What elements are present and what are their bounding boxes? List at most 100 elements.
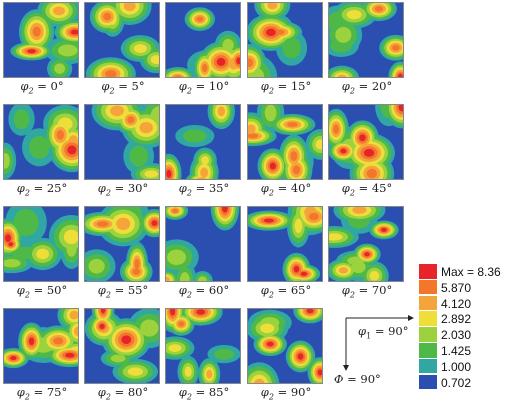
legend-value: Max = 8.36 xyxy=(441,265,501,279)
odf-map-frame xyxy=(84,206,160,282)
odf-panel: φ2 = 80° xyxy=(83,306,163,404)
odf-panel: φ2 = 45° xyxy=(327,102,407,200)
phi2-label: φ2 = 15° xyxy=(260,79,312,96)
odf-contour-map xyxy=(329,105,403,179)
odf-map-frame xyxy=(165,308,241,384)
legend-level: 5.870 xyxy=(419,279,518,296)
legend-value: 0.702 xyxy=(441,375,472,390)
odf-panel: φ2 = 40° xyxy=(246,102,326,200)
phi2-label: φ2 = 80° xyxy=(97,385,149,402)
legend-level: 4.120 xyxy=(419,295,518,312)
legend-value: 4.120 xyxy=(441,296,472,311)
legend-swatch xyxy=(419,343,437,358)
odf-panel: φ2 = 90° xyxy=(246,306,326,404)
odf-panel: φ2 = 65° xyxy=(246,204,326,302)
odf-map-frame xyxy=(84,104,160,180)
odf-panel: φ2 = 10° xyxy=(164,0,244,98)
odf-map-frame xyxy=(84,308,160,384)
odf-map-frame xyxy=(165,2,241,78)
odf-contour-map xyxy=(166,105,240,179)
legend-level: 2.892 xyxy=(419,311,518,327)
odf-map-frame xyxy=(165,104,241,180)
legend-value: 2.892 xyxy=(441,312,472,327)
legend-swatch xyxy=(419,311,437,326)
odf-map-frame xyxy=(328,104,404,180)
legend-value: 2.030 xyxy=(441,328,472,343)
phi2-label: φ2 = 75° xyxy=(16,385,68,402)
phi2-label: φ2 = 90° xyxy=(260,385,312,402)
odf-map-frame xyxy=(328,2,404,78)
phi1-arrow-head xyxy=(408,315,414,321)
euler-axes-key: φ1 = 90° Φ = 90° xyxy=(332,310,422,400)
phi2-label: φ2 = 40° xyxy=(260,181,312,198)
axes-arrows xyxy=(343,315,414,371)
phi2-label: φ2 = 5° xyxy=(101,79,145,96)
odf-contour-map xyxy=(4,309,78,383)
legend-swatch xyxy=(419,374,437,390)
odf-map-frame xyxy=(3,104,79,180)
odf-panel: φ2 = 35° xyxy=(164,102,244,200)
phi2-label: φ2 = 25° xyxy=(16,181,68,198)
odf-contour-map xyxy=(248,309,322,383)
legend-level: 1.000 xyxy=(419,358,518,375)
phi2-label: φ2 = 70° xyxy=(341,283,393,300)
odf-map-frame xyxy=(3,206,79,282)
odf-map-frame xyxy=(165,206,241,282)
odf-contour-map xyxy=(329,3,403,77)
legend-level: 1.425 xyxy=(419,343,518,359)
legend-value: 1.425 xyxy=(441,344,472,358)
legend-swatch xyxy=(419,327,437,342)
phi2-label: φ2 = 10° xyxy=(178,79,230,96)
intensity-legend: Max = 8.36 5.870 4.120 2.892 2.030 1.425 1.000… xyxy=(419,264,518,394)
phi2-label: φ2 = 85° xyxy=(178,385,230,402)
odf-panel: φ2 = 70° xyxy=(327,204,407,302)
odf-map-frame xyxy=(84,2,160,78)
odf-contour-map xyxy=(4,207,78,281)
legend-value: 1.000 xyxy=(441,359,472,374)
odf-map-frame xyxy=(247,104,323,180)
odf-map-frame xyxy=(247,2,323,78)
odf-contour-map xyxy=(248,105,322,179)
legend-swatch xyxy=(419,295,437,311)
phi2-label: φ2 = 55° xyxy=(97,283,149,300)
odf-contour-map xyxy=(166,309,240,383)
odf-map-frame xyxy=(328,206,404,282)
phi2-label: φ2 = 50° xyxy=(16,283,68,300)
legend-swatch xyxy=(419,279,437,295)
odf-contour-map xyxy=(85,207,159,281)
odf-panel: φ2 = 5° xyxy=(83,0,163,98)
legend-swatch xyxy=(419,358,437,374)
legend-level: 2.030 xyxy=(419,327,518,343)
phi2-label: φ2 = 60° xyxy=(178,283,230,300)
odf-panel: φ2 = 25° xyxy=(2,102,82,200)
odf-panel: φ2 = 75° xyxy=(2,306,82,404)
odf-panel: φ2 = 30° xyxy=(83,102,163,200)
phi2-label: φ2 = 20° xyxy=(341,79,393,96)
odf-panel: φ2 = 60° xyxy=(164,204,244,302)
phi2-label: φ2 = 35° xyxy=(178,181,230,198)
odf-contour-map xyxy=(248,207,322,281)
legend-value: 5.870 xyxy=(441,280,472,295)
odf-contour-map xyxy=(85,105,159,179)
odf-contour-map xyxy=(85,309,159,383)
odf-panel: φ2 = 0° xyxy=(2,0,82,98)
Phi-arrow-head xyxy=(343,365,349,371)
odf-contour-map xyxy=(4,3,78,77)
odf-panel: φ2 = 55° xyxy=(83,204,163,302)
legend-level: 0.702 xyxy=(419,374,518,391)
odf-contour-map xyxy=(4,105,78,179)
odf-contour-map xyxy=(248,3,322,77)
phi2-label: φ2 = 0° xyxy=(20,79,64,96)
phi2-label: φ2 = 45° xyxy=(341,181,393,198)
odf-map-frame xyxy=(3,2,79,78)
odf-panel: φ2 = 20° xyxy=(327,0,407,98)
odf-contour-map xyxy=(85,3,159,77)
odf-contour-map xyxy=(166,207,240,281)
odf-map-frame xyxy=(247,206,323,282)
odf-panel: φ2 = 85° xyxy=(164,306,244,404)
odf-panel: φ2 = 50° xyxy=(2,204,82,302)
odf-contour-map xyxy=(166,3,240,77)
legend-level: Max = 8.36 xyxy=(419,264,518,280)
odf-map-frame xyxy=(247,308,323,384)
